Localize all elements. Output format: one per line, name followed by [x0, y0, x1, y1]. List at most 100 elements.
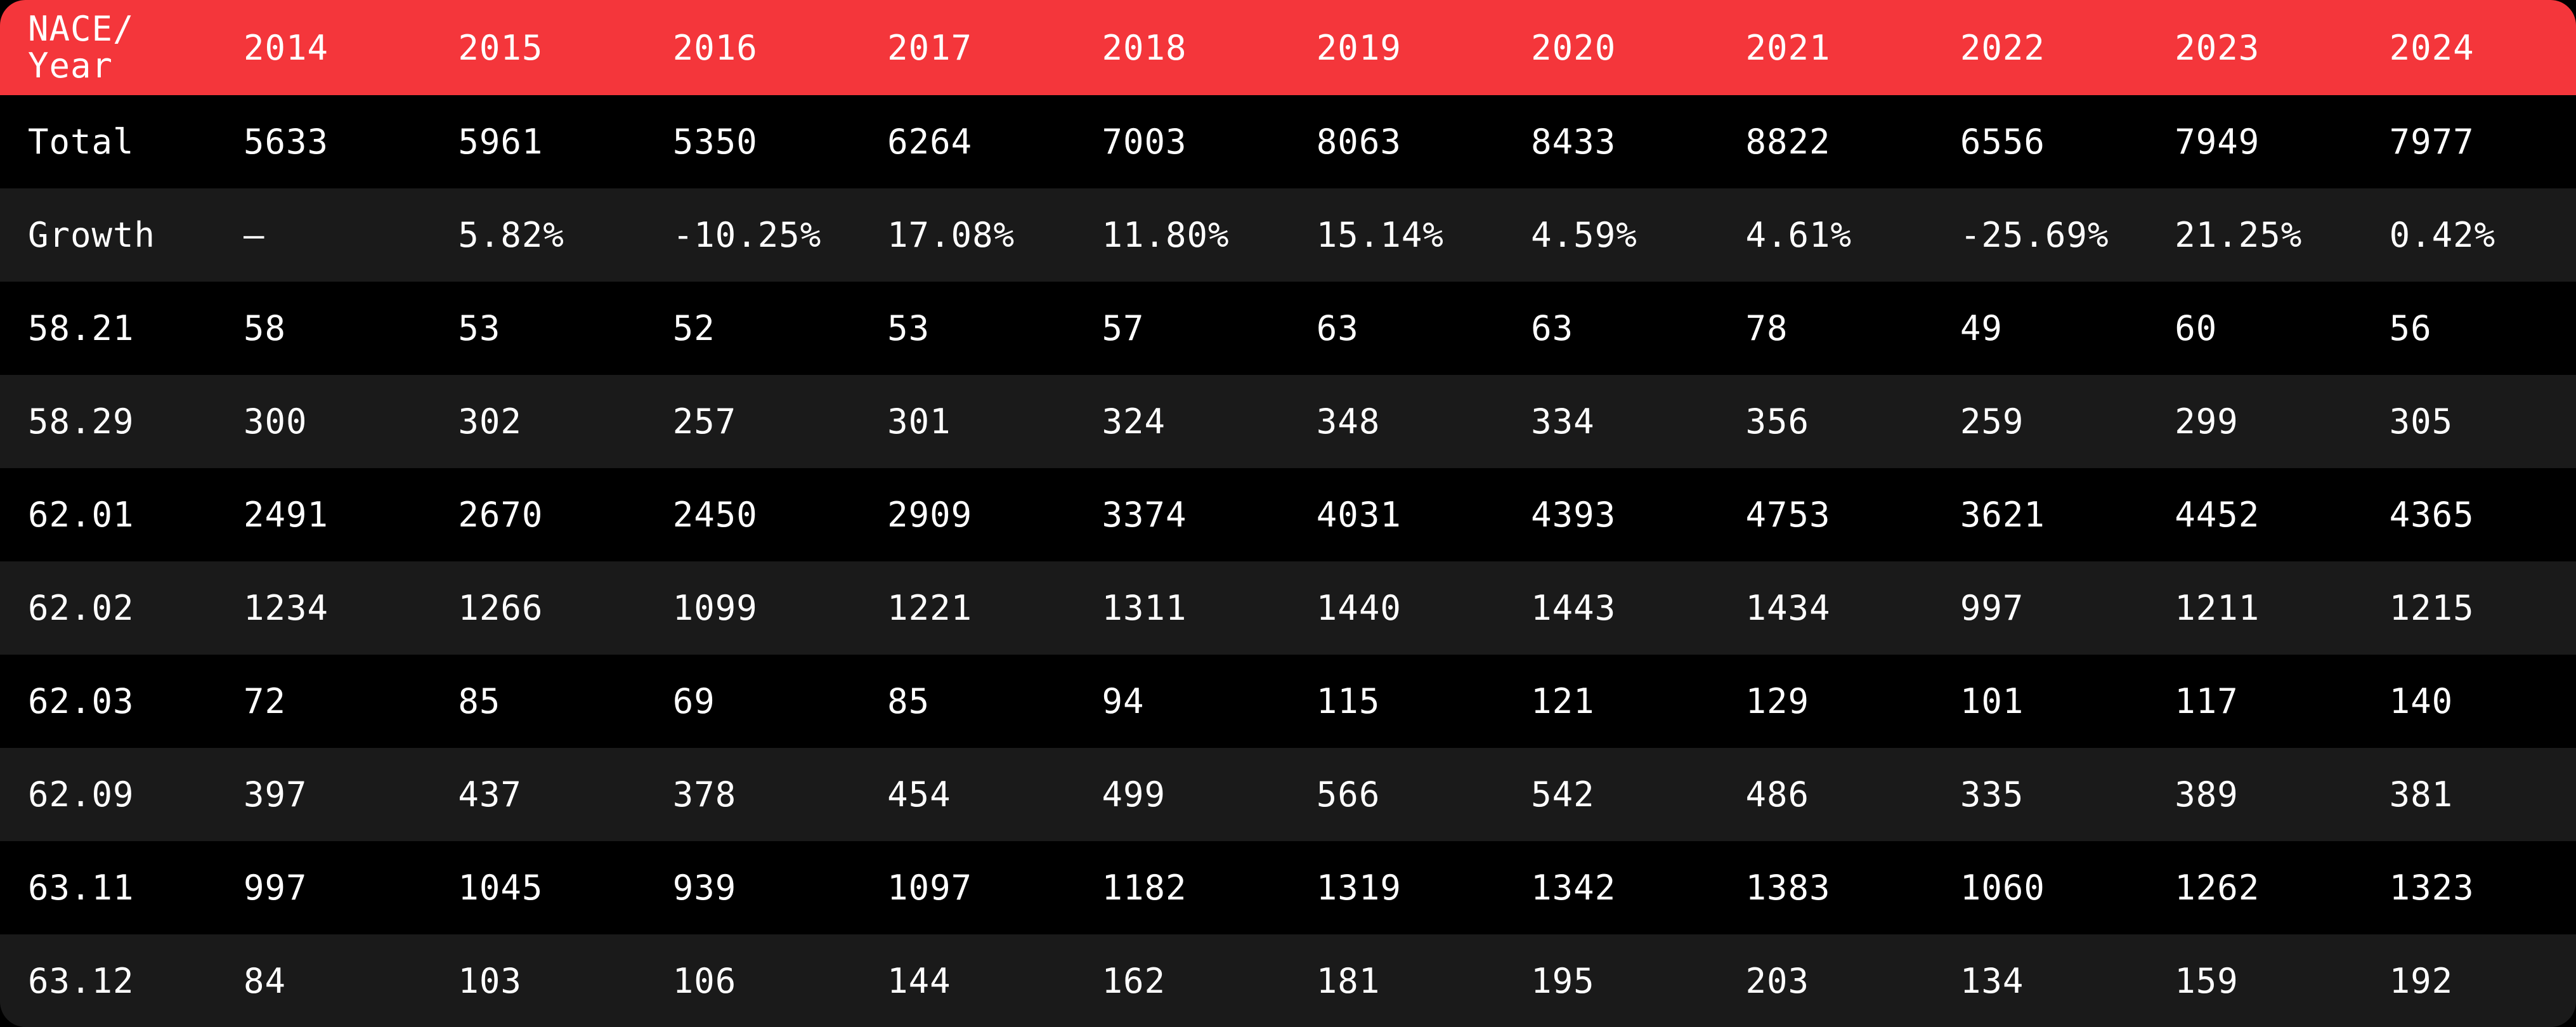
table-cell: 1443	[1531, 588, 1617, 628]
table-cell: 117	[2175, 681, 2239, 721]
table-row: 62.03 72 85 69 85 94 115 121 129 101 117 140	[0, 655, 2576, 748]
table-cell: 17.08%	[887, 215, 1015, 255]
table-cell: 2491	[244, 495, 329, 535]
table-cell: 11.80%	[1102, 215, 1230, 255]
table-cell: 0.42%	[2389, 215, 2496, 255]
table-cell: 1060	[1960, 868, 2045, 908]
table-cell: 129	[1745, 681, 1810, 721]
table-row: 62.01 2491 2670 2450 2909 3374 4031 4393 4753 362…	[0, 468, 2576, 561]
table-cell: 257	[672, 402, 737, 442]
table-cell: 106	[672, 961, 737, 1001]
table-cell: 334	[1531, 402, 1595, 442]
table-cell: 53	[458, 308, 501, 348]
table-cell: -10.25%	[672, 215, 822, 255]
table-cell: 5961	[458, 122, 543, 162]
table-cell: 4.59%	[1531, 215, 1637, 255]
table-cell: 56	[2389, 308, 2432, 348]
year-header-cell: 2017	[887, 27, 973, 68]
table-cell: 1234	[244, 588, 329, 628]
table-row: 62.09 397 437 378 454 499 566 542 486 335 389 381	[0, 748, 2576, 841]
year-header-cell: 2019	[1316, 27, 1402, 68]
table-cell: 203	[1745, 961, 1810, 1001]
table-cell: 302	[458, 402, 522, 442]
table-cell: 8822	[1745, 122, 1831, 162]
row-label-cell: 62.03	[28, 681, 134, 721]
table-cell: 5633	[244, 122, 329, 162]
corner-header-cell: NACE/ Year	[0, 0, 216, 95]
year-header-cell: 2021	[1745, 27, 1831, 68]
table-cell: 1319	[1316, 868, 1402, 908]
corner-label-nace: NACE/	[28, 9, 134, 49]
year-header-cell: 2015	[458, 27, 543, 68]
table-cell: 486	[1745, 775, 1810, 814]
table-cell: 300	[244, 402, 308, 442]
table-cell: 1262	[2175, 868, 2260, 908]
table-cell: 335	[1960, 775, 2024, 814]
row-label-cell: 58.21	[28, 308, 134, 348]
table-cell: 1342	[1531, 868, 1617, 908]
table-cell: 301	[887, 402, 951, 442]
table-cell: 63	[1531, 308, 1574, 348]
table-cell: 499	[1102, 775, 1166, 814]
table-cell: 566	[1316, 775, 1381, 814]
table-cell: 3621	[1960, 495, 2045, 535]
table-cell: 1215	[2389, 588, 2475, 628]
row-label-cell: 62.09	[28, 775, 134, 814]
table-row: 58.21 58 53 52 53 57 63 63 78 49 60 56	[0, 282, 2576, 375]
table-cell: 1045	[458, 868, 543, 908]
table-cell: 454	[887, 775, 951, 814]
table-row: 62.02 1234 1266 1099 1221 1311 1440 1443 1434 997…	[0, 561, 2576, 655]
table-cell: 49	[1960, 308, 2003, 348]
year-header-cell: 2024	[2389, 27, 2475, 68]
row-label-cell: Growth	[28, 215, 156, 255]
table-cell: 1221	[887, 588, 973, 628]
table-cell: 2450	[672, 495, 758, 535]
table-cell: 8433	[1531, 122, 1617, 162]
table-cell: 2670	[458, 495, 543, 535]
table-cell: 7977	[2389, 122, 2475, 162]
table-cell: 162	[1102, 961, 1166, 1001]
table-cell: 7003	[1102, 122, 1187, 162]
table-cell: 4753	[1745, 495, 1831, 535]
row-label-cell: 63.12	[28, 961, 134, 1001]
table-cell: 69	[672, 681, 715, 721]
table-cell: 1211	[2175, 588, 2260, 628]
table-cell: 1266	[458, 588, 543, 628]
table-cell: 60	[2175, 308, 2218, 348]
table-cell: 52	[672, 308, 715, 348]
table-cell: 4.61%	[1745, 215, 1852, 255]
table-cell: 53	[887, 308, 930, 348]
table-cell: 939	[672, 868, 737, 908]
table-cell: 997	[1960, 588, 2024, 628]
table-cell: 4365	[2389, 495, 2475, 535]
table-cell: 6556	[1960, 122, 2045, 162]
year-header-cell: 2018	[1102, 27, 1187, 68]
table-cell: 2909	[887, 495, 973, 535]
table-cell: 397	[244, 775, 308, 814]
table-cell: 58	[244, 308, 287, 348]
table-cell: 1099	[672, 588, 758, 628]
row-label-cell: 62.02	[28, 588, 134, 628]
table-cell: 259	[1960, 402, 2024, 442]
table-row: Total 5633 5961 5350 6264 7003 8063 8433 8822 655…	[0, 95, 2576, 188]
table-cell: 159	[2175, 961, 2239, 1001]
table-cell: 140	[2389, 681, 2454, 721]
table-cell: 21.25%	[2175, 215, 2303, 255]
table-cell: 4031	[1316, 495, 1402, 535]
table-row: 63.11 997 1045 939 1097 1182 1319 1342 1383 1060 1…	[0, 841, 2576, 934]
table-cell: 5.82%	[458, 215, 564, 255]
table-body: Total 5633 5961 5350 6264 7003 8063 8433 8822 655…	[0, 95, 2576, 1027]
table-cell: 121	[1531, 681, 1595, 721]
table-cell: 997	[244, 868, 308, 908]
table-cell: 134	[1960, 961, 2024, 1001]
table-cell: 542	[1531, 775, 1595, 814]
table-row: 58.29 300 302 257 301 324 348 334 356 259 299 305	[0, 375, 2576, 468]
year-header-cell: 2014	[244, 27, 329, 68]
table-cell: 15.14%	[1316, 215, 1444, 255]
row-label-cell: Total	[28, 122, 134, 162]
table-cell: 389	[2175, 775, 2239, 814]
table-header-row: NACE/ Year 2014 2015 2016 2017 2018 2019 2020 2…	[0, 0, 2576, 95]
table-cell: 1182	[1102, 868, 1187, 908]
